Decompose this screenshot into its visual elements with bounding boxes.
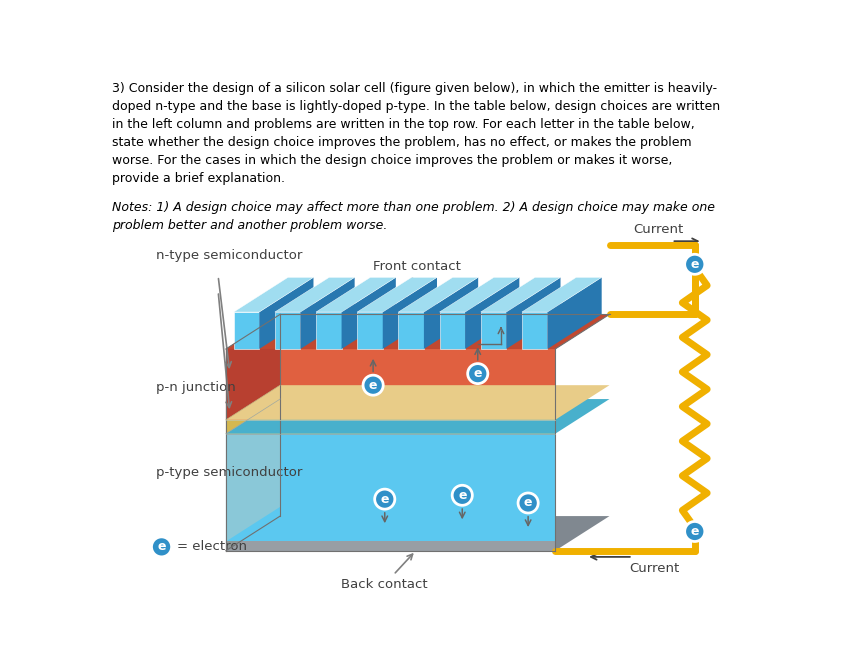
Text: e: e (381, 493, 389, 506)
Circle shape (518, 493, 538, 513)
Circle shape (684, 522, 705, 541)
Circle shape (375, 489, 395, 509)
Circle shape (468, 363, 488, 384)
Text: Front contact: Front contact (373, 260, 461, 326)
Polygon shape (226, 314, 609, 349)
Polygon shape (357, 277, 437, 312)
Text: e: e (458, 489, 466, 502)
Polygon shape (226, 385, 280, 434)
Polygon shape (226, 541, 555, 551)
Text: 3) Consider the design of a silicon solar cell (figure given below), in which th: 3) Consider the design of a silicon sola… (112, 82, 720, 185)
Polygon shape (233, 312, 259, 349)
Polygon shape (226, 385, 609, 420)
Text: Back contact: Back contact (342, 554, 428, 590)
Polygon shape (522, 312, 547, 349)
Polygon shape (398, 312, 424, 349)
Text: e: e (157, 541, 166, 554)
Polygon shape (226, 349, 555, 420)
Circle shape (151, 537, 172, 557)
Polygon shape (226, 507, 280, 551)
Text: p-type semiconductor: p-type semiconductor (157, 466, 303, 479)
Text: e: e (369, 379, 377, 392)
Polygon shape (275, 312, 300, 349)
Circle shape (684, 255, 705, 274)
Text: Current: Current (629, 562, 679, 575)
Polygon shape (316, 277, 396, 312)
Text: e: e (690, 525, 699, 538)
Text: n-type semiconductor: n-type semiconductor (157, 249, 303, 262)
Polygon shape (226, 399, 609, 434)
Polygon shape (226, 399, 280, 541)
Text: e: e (524, 497, 532, 510)
Polygon shape (465, 277, 519, 349)
Polygon shape (424, 277, 478, 349)
Polygon shape (342, 277, 396, 349)
Text: Current: Current (633, 223, 683, 236)
Polygon shape (440, 277, 519, 312)
Polygon shape (226, 420, 555, 434)
Polygon shape (357, 312, 382, 349)
Polygon shape (259, 277, 314, 349)
Polygon shape (233, 277, 314, 312)
Text: e: e (690, 258, 699, 271)
Polygon shape (316, 312, 342, 349)
Polygon shape (226, 516, 609, 551)
Text: p-n junction: p-n junction (157, 381, 236, 394)
Polygon shape (226, 314, 280, 420)
Text: e: e (474, 367, 482, 380)
Polygon shape (481, 312, 506, 349)
Text: = electron: = electron (177, 541, 247, 554)
Polygon shape (522, 277, 602, 312)
Polygon shape (506, 277, 561, 349)
Polygon shape (226, 434, 555, 541)
Polygon shape (382, 277, 437, 349)
Polygon shape (300, 277, 354, 349)
Polygon shape (547, 277, 602, 349)
Polygon shape (398, 277, 478, 312)
Text: Notes: 1) A design choice may affect more than one problem. 2) A design choice m: Notes: 1) A design choice may affect mor… (112, 201, 715, 232)
Polygon shape (226, 314, 609, 349)
Polygon shape (481, 277, 561, 312)
Polygon shape (440, 312, 465, 349)
Circle shape (452, 485, 472, 505)
Polygon shape (275, 277, 354, 312)
Circle shape (363, 375, 383, 395)
